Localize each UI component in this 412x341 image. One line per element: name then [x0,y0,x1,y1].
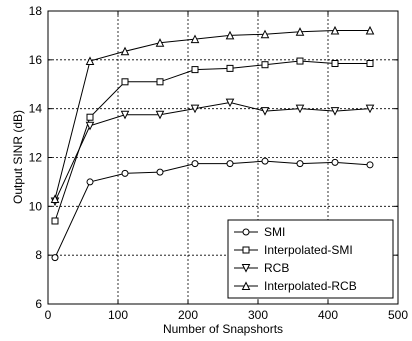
data-point-interpolated-rcb [190,34,200,44]
data-point-interpolated-rcb [85,56,95,66]
data-point-interpolated-smi [191,66,199,74]
y-tick-label: 18 [29,4,43,18]
data-point-rcb [190,104,200,114]
data-point-interpolated-rcb [330,25,340,35]
data-point-interpolated-smi [366,59,374,67]
series-smi [51,157,374,262]
y-tick-label: 12 [29,151,43,165]
data-point-rcb [295,104,305,114]
data-point-rcb [85,121,95,131]
legend-box [227,219,394,299]
x-tick-label: 300 [248,308,268,322]
data-point-interpolated-smi [331,59,339,67]
series-interpolated-rcb [50,25,375,204]
data-point-interpolated-smi [261,61,269,69]
y-tick-label: 6 [35,297,42,311]
data-point-smi [296,160,304,168]
series-line-smi [54,160,371,258]
legend-label-interpolated-smi: Interpolated-SMI [264,243,353,257]
data-point-smi [121,169,129,177]
data-point-rcb [260,107,270,116]
legend-marker-smi [242,228,250,236]
data-point-smi [226,160,234,168]
legend-label-smi: SMI [264,225,285,239]
x-tick-label: 500 [388,308,408,322]
series-line-interpolated-smi [54,60,370,222]
x-tick-label: 100 [108,308,128,322]
x-axis-title: Number of Snapshorts [163,322,283,336]
data-point-smi [156,168,164,176]
legend-label-interpolated-rcb: Interpolated-RCB [264,279,357,293]
y-tick-label: 16 [29,53,43,67]
y-tick-label: 8 [35,248,42,262]
x-tick-label: 400 [318,308,338,322]
data-point-rcb [225,98,235,108]
x-tick-label: 0 [45,308,52,322]
data-point-interpolated-rcb [365,25,375,35]
legend-label-rcb: RCB [264,261,289,275]
data-point-rcb [365,104,375,114]
legend: SMI Interpolated-SMI RCB Interpolated-RCB [227,219,394,299]
series-interpolated-smi [51,57,374,225]
legend-marker-interpolated-smi [242,246,250,254]
data-point-interpolated-rcb [155,38,165,47]
y-tick-label: 10 [29,199,43,213]
y-axis-title: Output SINR (dB) [11,110,25,204]
data-point-rcb [330,107,340,116]
data-point-interpolated-rcb [120,46,130,56]
y-tick-label: 14 [29,102,43,116]
data-point-interpolated-smi [296,57,304,65]
data-point-smi [261,157,269,165]
data-point-interpolated-rcb [260,29,270,39]
x-tick-label: 200 [178,308,198,322]
data-point-smi [331,158,339,166]
data-point-interpolated-smi [156,78,164,86]
series-line-rcb [54,102,371,202]
data-point-interpolated-rcb [225,30,235,40]
legend-marker-interpolated-rcb [241,281,251,290]
data-point-interpolated-smi [121,78,129,86]
data-point-smi [51,254,59,262]
data-point-smi [191,160,199,168]
legend-marker-rcb [241,264,251,273]
data-point-interpolated-smi [226,64,234,72]
data-point-rcb [155,110,165,120]
series-line-interpolated-rcb [54,30,370,200]
data-point-smi [366,161,374,169]
data-point-interpolated-rcb [50,194,60,204]
data-point-interpolated-smi [51,217,59,225]
data-point-rcb [120,110,130,120]
series-lines [50,25,375,262]
data-point-interpolated-rcb [295,27,305,36]
data-point-smi [86,178,94,186]
axis-ticks: 0 100 200 300 400 500 6 8 10 12 14 16 18 [29,4,409,322]
data-point-interpolated-smi [86,113,94,121]
